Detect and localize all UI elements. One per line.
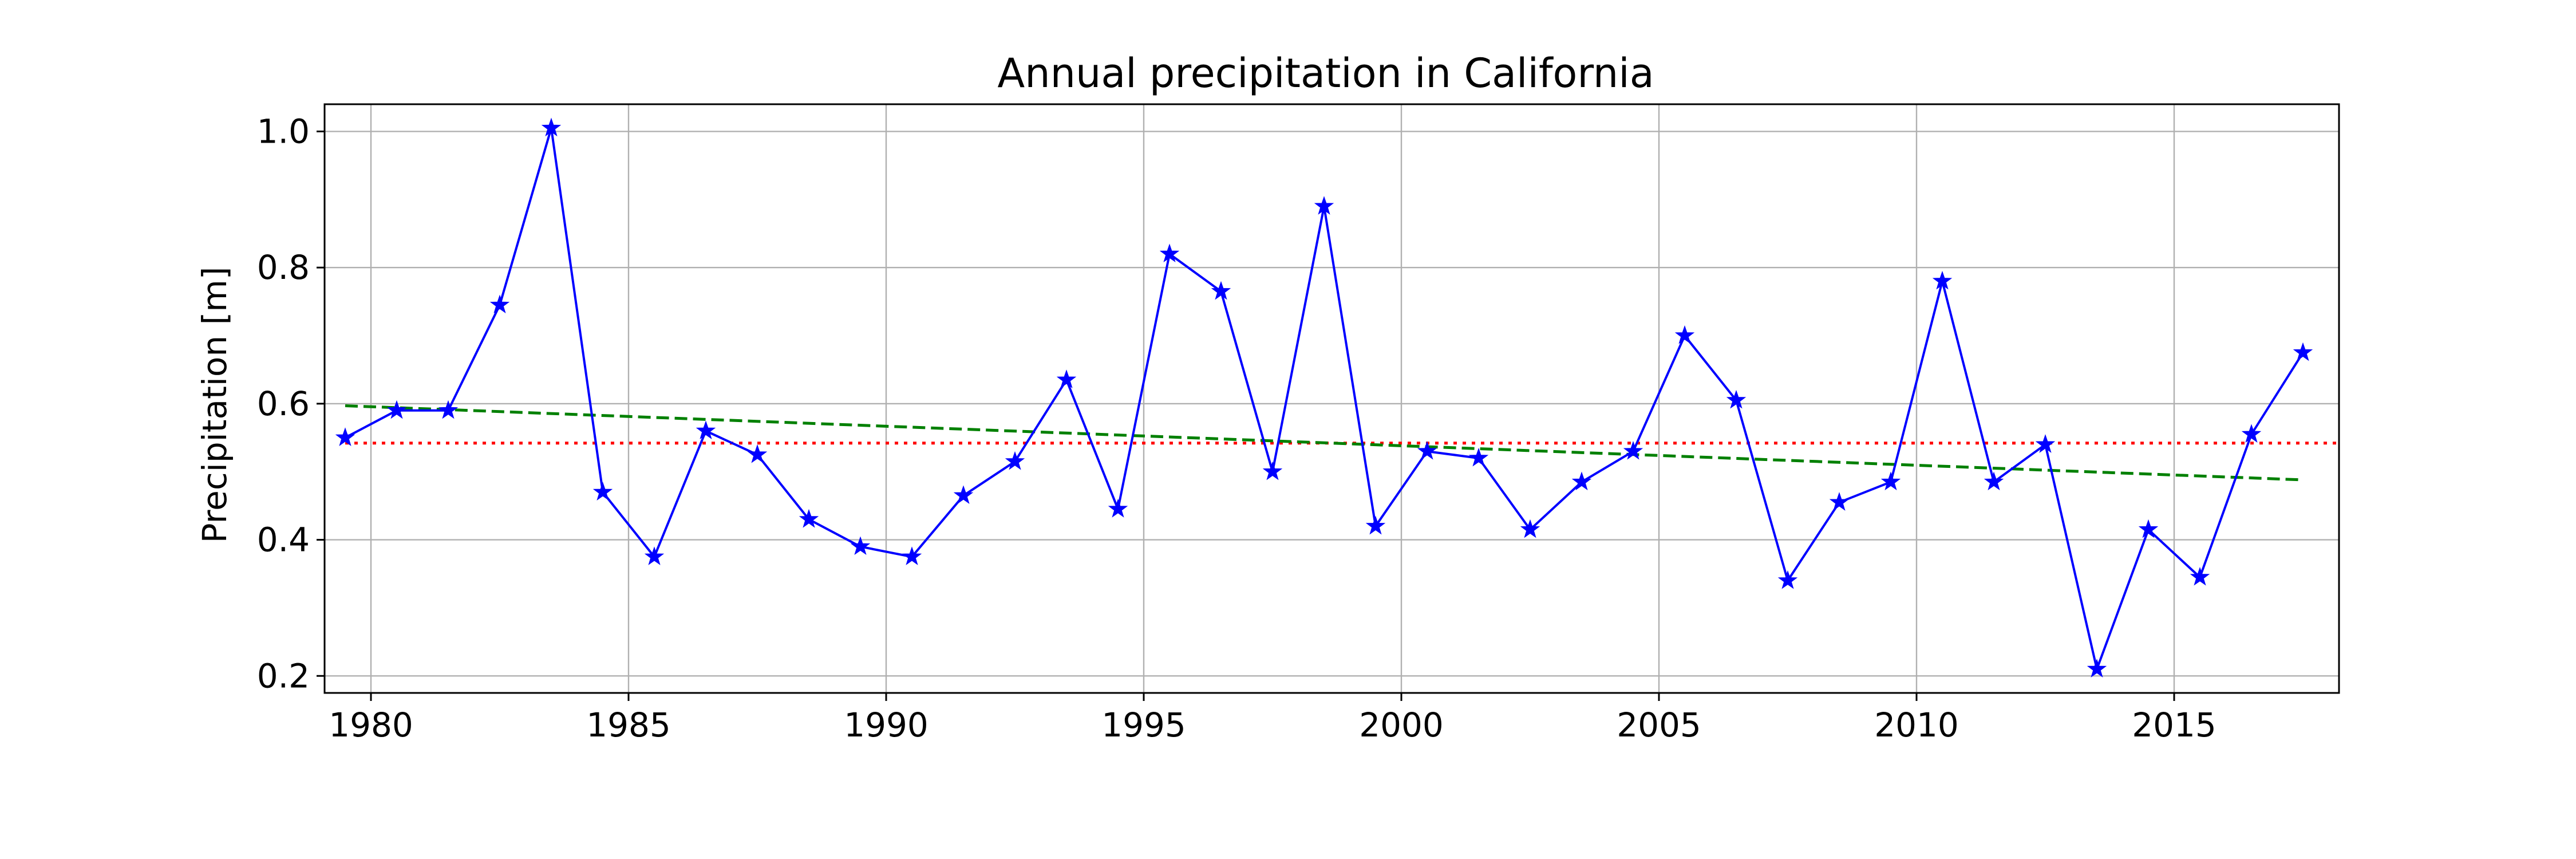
data-point (592, 482, 613, 501)
data-point (1417, 441, 1437, 460)
series-layer (335, 117, 2339, 677)
data-point (1314, 196, 1334, 215)
x-tick-label: 1985 (586, 706, 671, 744)
y-tick-label: 0.2 (257, 656, 310, 695)
data-point (850, 536, 871, 555)
x-tick-label: 2015 (2132, 706, 2217, 744)
data-point (2190, 566, 2210, 586)
data-point (1468, 447, 1489, 467)
chart-title: Annual precipitation in California (997, 50, 1654, 97)
data-point (1056, 369, 1077, 388)
data-point (902, 546, 922, 565)
data-point (2293, 342, 2313, 361)
data-point (2035, 434, 2056, 453)
ticks: 1980 1985 1990 1995 2000 2005 2010 2015 0.2 0.4 0.… (257, 112, 2217, 744)
data-point (799, 509, 819, 528)
data-point (541, 117, 562, 137)
data-point (1829, 492, 1850, 511)
y-tick-label: 0.4 (257, 521, 310, 559)
data-point (1365, 515, 1386, 535)
data-point (1726, 389, 1747, 409)
x-tick-label: 1990 (844, 706, 929, 744)
plot-frame (323, 103, 2340, 694)
data-point (1159, 243, 1180, 263)
data-point (335, 427, 355, 446)
data-point (1108, 499, 1128, 518)
x-tick-label: 2010 (1874, 706, 1959, 744)
y-tick-label: 0.6 (257, 384, 310, 423)
data-point (1777, 570, 1798, 589)
y-tick-label: 1.0 (257, 112, 310, 151)
data-point (953, 485, 974, 504)
data-point (438, 400, 459, 419)
x-tick-label: 2005 (1617, 706, 1701, 744)
y-axis-label: Precipitation [m] (195, 267, 234, 543)
data-point (489, 294, 510, 314)
data-point (1005, 451, 1025, 470)
x-tick-label: 2000 (1359, 706, 1444, 744)
data-point (1520, 519, 1540, 538)
data-point (644, 546, 665, 565)
x-tick-label: 1995 (1101, 706, 1186, 744)
data-point (386, 400, 407, 419)
grid (325, 104, 2339, 693)
y-tick-label: 0.8 (257, 248, 310, 287)
data-point (1674, 325, 1695, 344)
trend-line (345, 404, 2304, 482)
data-point (747, 444, 768, 463)
data-point (696, 420, 716, 440)
data-point (1932, 270, 1953, 290)
data-point (1262, 461, 1283, 480)
data-point (1880, 471, 1901, 491)
data-point (2138, 519, 2159, 538)
data-point (1571, 471, 1592, 491)
data-point (1984, 471, 2004, 491)
data-point (2087, 659, 2107, 677)
x-tick-label: 1980 (329, 706, 413, 744)
data-point (1211, 281, 1231, 300)
data-point (2241, 424, 2262, 443)
data-point (1623, 441, 1643, 460)
